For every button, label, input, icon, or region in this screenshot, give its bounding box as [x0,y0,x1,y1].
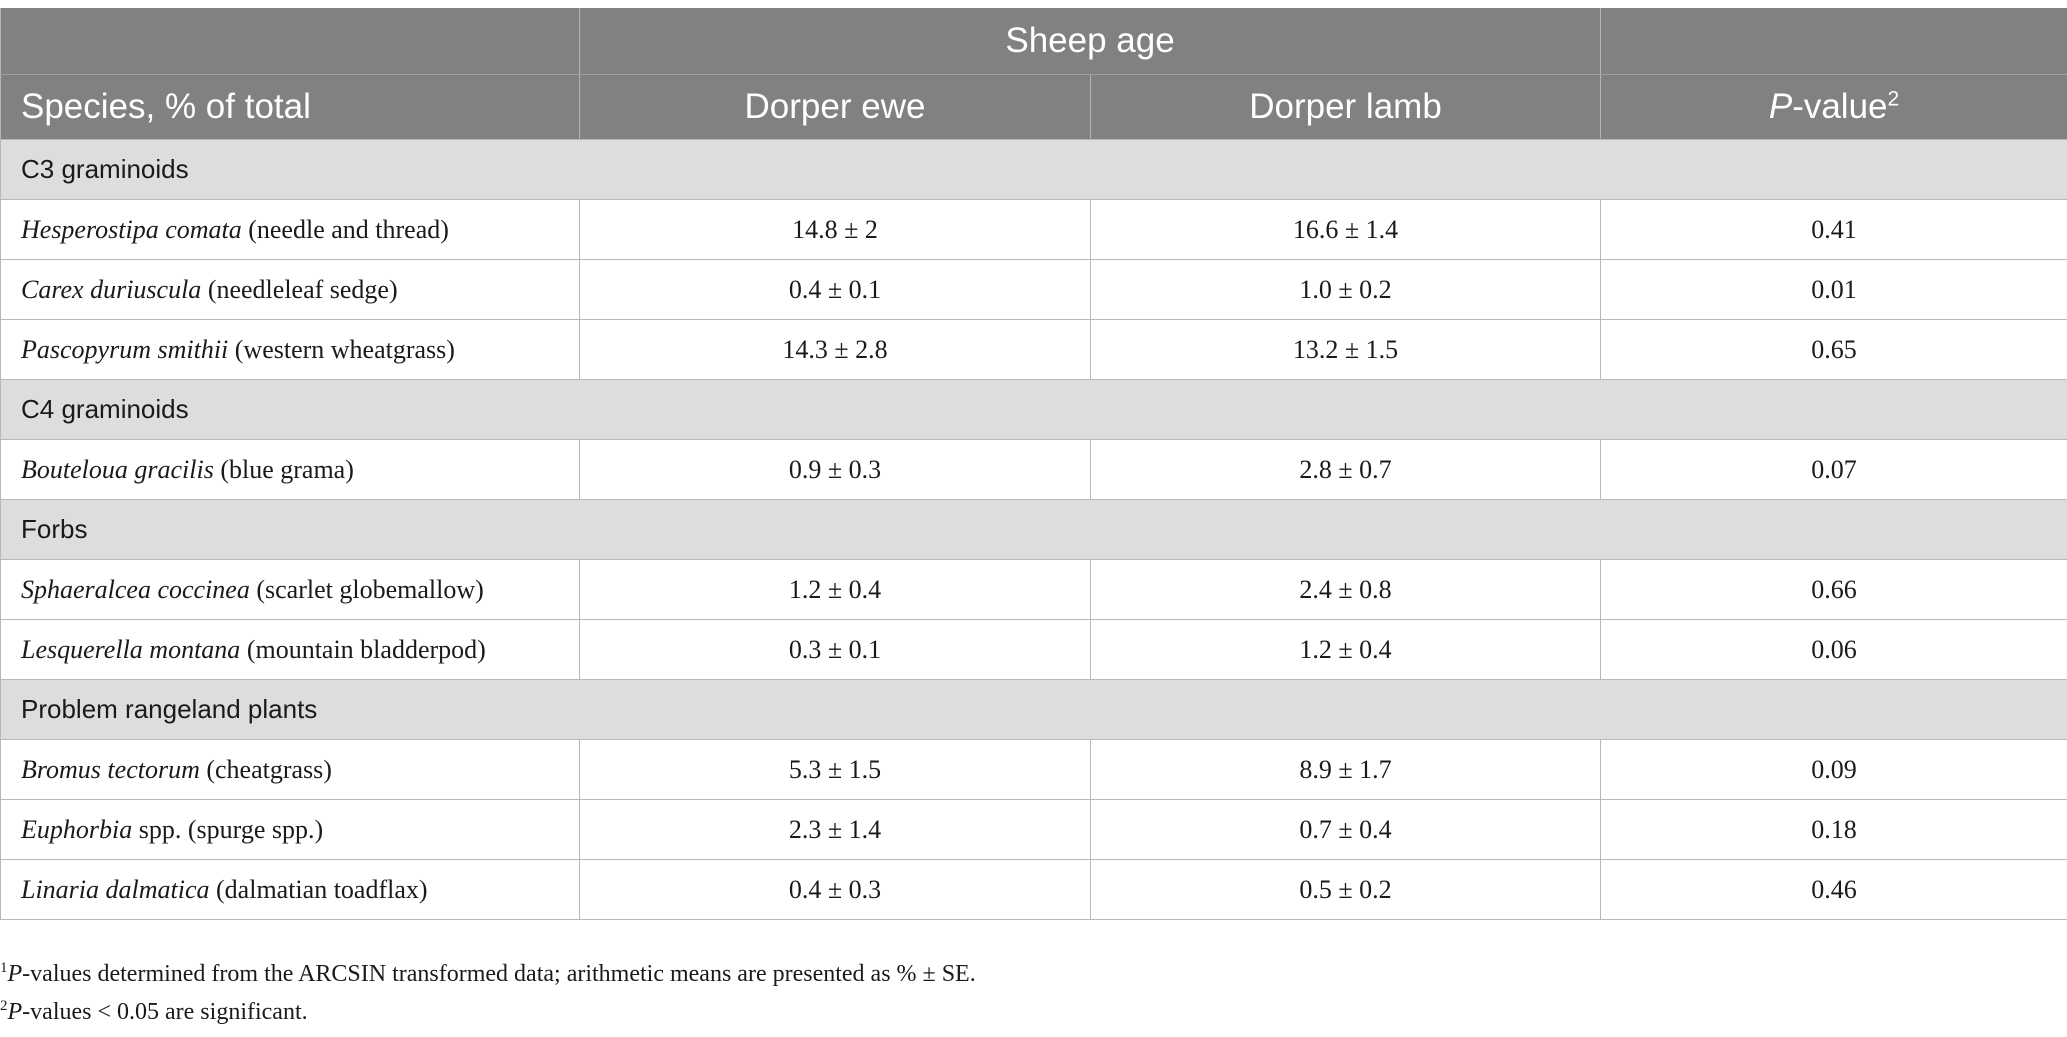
species-cell: Pascopyrum smithii (western wheatgrass) [0,319,580,380]
header-empty-cell [0,8,580,75]
dorper-lamb-value: 1.2 ± 0.4 [1089,619,1602,680]
p-value: 0.07 [1600,439,2067,500]
species-common-name: (needle and thread) [241,214,449,244]
table-row: Bouteloua gracilis (blue grama) 0.9 ± 0.3… [0,439,2067,500]
table-row: Euphorbia spp. (spurge spp.) 2.3 ± 1.4 0.7… [0,799,2067,860]
table-row: Lesquerella montana (mountain bladderpod… [0,619,2067,680]
dorper-lamb-value: 0.5 ± 0.2 [1089,859,1602,920]
dorper-lamb-value: 2.8 ± 0.7 [1089,439,1602,500]
table-row: Pascopyrum smithii (western wheatgrass) 1… [0,319,2067,380]
species-cell: Bromus tectorum (cheatgrass) [0,739,580,800]
p-value: 0.66 [1600,559,2067,620]
dorper-ewe-value: 14.3 ± 2.8 [579,319,1091,380]
species-latin-name: Carex duriuscula [21,274,202,304]
footnote-mark: 2 [0,998,8,1014]
p-value: 0.18 [1600,799,2067,860]
p-value: 0.01 [1600,259,2067,320]
dorper-lamb-value: 0.7 ± 0.4 [1089,799,1602,860]
p-value: 0.09 [1600,739,2067,800]
p-value: 0.46 [1600,859,2067,920]
species-cell: Lesquerella montana (mountain bladderpod… [0,619,580,680]
footnote-text: -values < 0.05 are significant. [22,999,308,1025]
dorper-lamb-value: 1.0 ± 0.2 [1089,259,1602,320]
table-body: C3 graminoids Hesperostipa comata (needle… [0,139,2067,920]
species-common-name: (mountain bladderpod) [240,634,486,664]
species-common-name: (needleleaf sedge) [201,274,398,304]
p-value: 0.41 [1600,199,2067,260]
p-value: 0.65 [1600,319,2067,380]
species-latin-name: Hesperostipa comata [21,214,242,244]
dorper-ewe-value: 2.3 ± 1.4 [579,799,1091,860]
species-cell: Sphaeralcea coccinea (scarlet globemallo… [0,559,580,620]
group-row: Problem rangeland plants [0,679,2067,740]
species-latin-name: Bouteloua gracilis [21,454,214,484]
species-cell: Carex duriuscula (needleleaf sedge) [0,259,580,320]
species-cell: Hesperostipa comata (needle and thread) [0,199,580,260]
p-value: 0.06 [1600,619,2067,680]
species-latin-name: Lesquerella montana [21,634,241,664]
table-row: Bromus tectorum (cheatgrass) 5.3 ± 1.5 8.9… [0,739,2067,800]
species-latin-name: Bromus tectorum [21,754,200,784]
header-dorper-lamb: Dorper lamb [1089,74,1602,140]
dorper-lamb-value: 16.6 ± 1.4 [1089,199,1602,260]
dorper-ewe-value: 14.8 ± 2 [579,199,1091,260]
footnote-mark: 1 [0,960,8,976]
group-row: Forbs [0,499,2067,560]
species-cell: Linaria dalmatica (dalmatian toadflax) [0,859,580,920]
species-latin-name: Pascopyrum smithii [21,334,229,364]
header-species: Species, % of total [0,74,580,140]
group-row: C4 graminoids [0,379,2067,440]
header-p-suffix: -value [1792,87,1888,126]
table-row: Hesperostipa comata (needle and thread) 1… [0,199,2067,260]
table-header: Sheep age Species, % of total Dorper ewe… [0,8,2067,140]
group-label: Forbs [0,499,2067,560]
header-empty-cell-right [1600,8,2067,75]
species-common-name: (western wheatgrass) [228,334,455,364]
group-label: C4 graminoids [0,379,2067,440]
footnote: 2P-values < 0.05 are significant. [0,993,2067,1031]
dorper-lamb-value: 13.2 ± 1.5 [1089,319,1602,380]
header-p-value: P-value2 [1600,74,2067,140]
table-footnotes: 1P-values determined from the ARCSIN tra… [0,955,2067,1031]
dorper-ewe-value: 5.3 ± 1.5 [579,739,1091,800]
group-row: C3 graminoids [0,139,2067,200]
table-row: Linaria dalmatica (dalmatian toadflax) 0.… [0,859,2067,920]
group-label: C3 graminoids [0,139,2067,200]
header-dorper-ewe: Dorper ewe [579,74,1091,140]
footnote-italic: P [7,961,23,987]
diet-composition-table: Sheep age Species, % of total Dorper ewe… [0,8,2067,920]
species-latin-name: Linaria dalmatica [21,874,210,904]
species-cell: Bouteloua gracilis (blue grama) [0,439,580,500]
dorper-lamb-value: 2.4 ± 0.8 [1089,559,1602,620]
table-container: Sheep age Species, % of total Dorper ewe… [0,8,2067,920]
species-latin-name: Euphorbia [21,814,133,844]
species-latin-name: Sphaeralcea coccinea [21,574,250,604]
footnote-text: -values determined from the ARCSIN trans… [22,961,976,987]
dorper-ewe-value: 0.4 ± 0.3 [579,859,1091,920]
species-common-name: (scarlet globemallow) [249,574,484,604]
species-common-name: (dalmatian toadflax) [209,874,428,904]
footnote: 1P-values determined from the ARCSIN tra… [0,955,2067,993]
header-sheep-age: Sheep age [578,8,1602,75]
dorper-ewe-value: 0.3 ± 0.1 [579,619,1091,680]
group-label: Problem rangeland plants [0,679,2067,740]
footnote-italic: P [7,999,23,1025]
header-row-group: Sheep age [0,8,2067,75]
species-cell: Euphorbia spp. (spurge spp.) [0,799,580,860]
table-row: Sphaeralcea coccinea (scarlet globemallo… [0,559,2067,620]
species-common-name: spp. (spurge spp.) [132,814,324,844]
species-common-name: (blue grama) [213,454,354,484]
header-row-columns: Species, % of total Dorper ewe Dorper la… [0,74,2067,140]
header-p-footnote-mark: 2 [1887,87,1900,111]
table-row: Carex duriuscula (needleleaf sedge) 0.4 ±… [0,259,2067,320]
dorper-ewe-value: 1.2 ± 0.4 [579,559,1091,620]
species-common-name: (cheatgrass) [199,754,332,784]
dorper-lamb-value: 8.9 ± 1.7 [1089,739,1602,800]
dorper-ewe-value: 0.9 ± 0.3 [579,439,1091,500]
header-p-italic: P [1768,87,1793,126]
dorper-ewe-value: 0.4 ± 0.1 [579,259,1091,320]
